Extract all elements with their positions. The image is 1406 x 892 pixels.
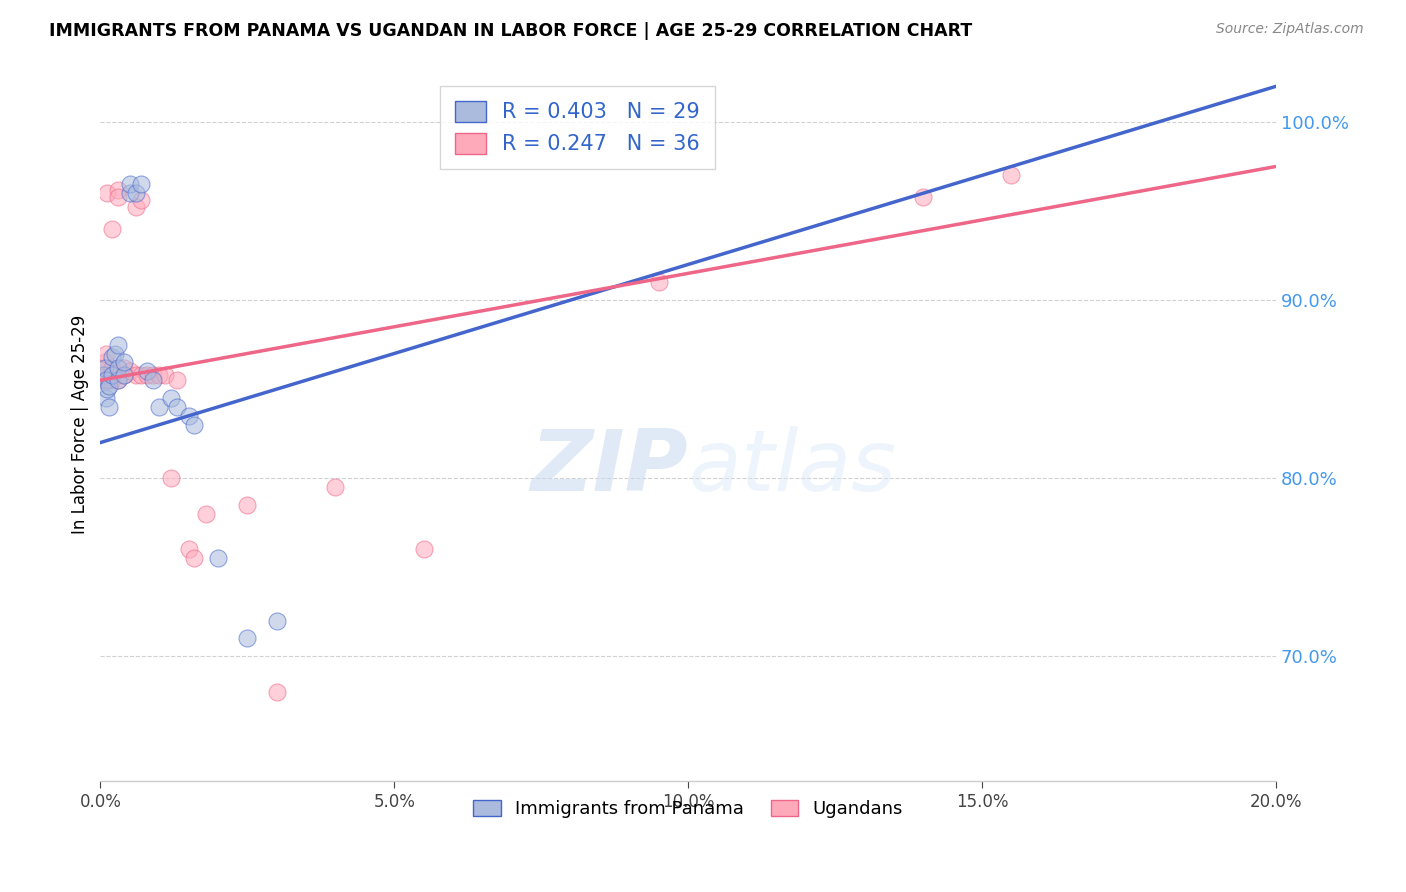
Point [124, 186, 146, 201]
Point [101, 368, 124, 382]
Point [148, 368, 170, 382]
Point [648, 275, 671, 289]
Legend: Immigrants from Panama, Ugandans: Immigrants from Panama, Ugandans [467, 793, 910, 825]
Point [118, 364, 141, 378]
Point [112, 360, 135, 375]
Point [136, 364, 159, 378]
Point [266, 685, 288, 699]
Point [236, 498, 259, 512]
Point [98, 373, 121, 387]
Text: ZIP: ZIP [530, 426, 688, 509]
Point [107, 190, 129, 204]
Point [107, 373, 129, 387]
Point [101, 222, 124, 236]
Text: Source: ZipAtlas.com: Source: ZipAtlas.com [1216, 22, 1364, 37]
Point [91, 368, 114, 382]
Point [912, 190, 935, 204]
Point [183, 417, 205, 432]
Point [207, 551, 229, 566]
Point [177, 409, 200, 423]
Point [412, 542, 434, 557]
Point [325, 480, 347, 494]
Point [148, 400, 170, 414]
Point [177, 542, 200, 557]
Y-axis label: In Labor Force | Age 25-29: In Labor Force | Age 25-29 [72, 315, 89, 534]
Point [91, 360, 114, 375]
Point [131, 368, 153, 382]
Point [107, 373, 129, 387]
Text: IMMIGRANTS FROM PANAMA VS UGANDAN IN LABOR FORCE | AGE 25-29 CORRELATION CHART: IMMIGRANTS FROM PANAMA VS UGANDAN IN LAB… [49, 22, 973, 40]
Point [96, 346, 118, 360]
Point [124, 368, 146, 382]
Point [101, 373, 124, 387]
Point [107, 337, 129, 351]
Point [112, 368, 135, 382]
Point [153, 368, 176, 382]
Point [160, 471, 183, 485]
Point [142, 368, 165, 382]
Point [136, 368, 159, 382]
Point [101, 360, 124, 375]
Point [96, 368, 118, 382]
Point [98, 400, 121, 414]
Point [107, 183, 129, 197]
Point [195, 507, 218, 521]
Point [266, 614, 288, 628]
Point [160, 391, 183, 405]
Point [98, 378, 121, 392]
Point [96, 373, 118, 387]
Point [1000, 169, 1022, 183]
Point [166, 400, 188, 414]
Point [131, 194, 153, 208]
Point [96, 186, 118, 201]
Point [131, 178, 153, 192]
Point [166, 373, 188, 387]
Point [118, 178, 141, 192]
Point [96, 391, 118, 405]
Point [101, 350, 124, 364]
Point [183, 551, 205, 566]
Point [118, 186, 141, 201]
Point [124, 201, 146, 215]
Point [142, 373, 165, 387]
Point [91, 373, 114, 387]
Point [107, 360, 129, 375]
Point [112, 368, 135, 382]
Point [112, 355, 135, 369]
Point [104, 346, 127, 360]
Text: atlas: atlas [688, 426, 896, 509]
Point [94, 355, 117, 369]
Point [94, 360, 117, 375]
Point [236, 632, 259, 646]
Point [96, 382, 118, 396]
